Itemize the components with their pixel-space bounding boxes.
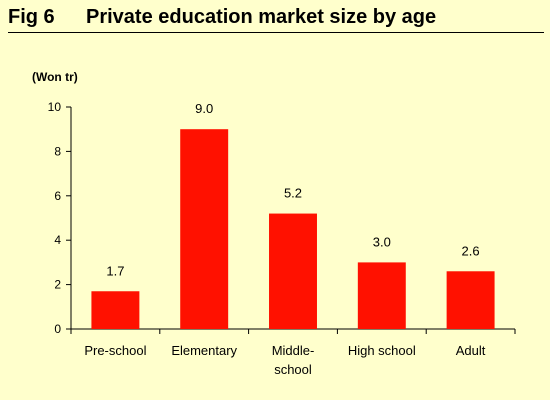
bar	[91, 291, 140, 329]
x-category-label: school	[274, 362, 312, 377]
x-category-label: Middle-	[272, 343, 315, 358]
figure-number: Fig 6	[8, 6, 55, 28]
data-label: 3.0	[373, 234, 391, 249]
x-category-label: Elementary	[171, 343, 237, 358]
data-label: 1.7	[106, 263, 124, 278]
data-label: 9.0	[195, 101, 213, 116]
figure-header: Fig 6 Private education market size by a…	[8, 4, 544, 33]
y-tick-label: 4	[54, 233, 61, 247]
y-tick-label: 2	[54, 278, 61, 292]
x-category-label: Pre-school	[84, 343, 146, 358]
y-tick-label: 6	[54, 189, 61, 203]
data-label: 2.6	[462, 243, 480, 258]
bar	[357, 262, 406, 329]
y-tick-label: 8	[54, 144, 61, 158]
chart-title: Private education market size by age	[86, 6, 437, 28]
y-tick-label: 10	[48, 100, 62, 114]
bar	[446, 271, 495, 329]
x-category-label: Adult	[456, 343, 486, 358]
labels: 1.7 Pre-school 9.0 Elementary 5.2 Middle-scho…	[84, 101, 485, 377]
y-tick-label: 0	[54, 322, 61, 336]
x-category-label: High school	[348, 343, 416, 358]
data-label: 5.2	[284, 186, 302, 201]
y-axis-unit-label: (Won tr)	[32, 70, 78, 84]
bars	[91, 129, 495, 329]
bar	[269, 213, 317, 329]
bar	[180, 129, 229, 329]
